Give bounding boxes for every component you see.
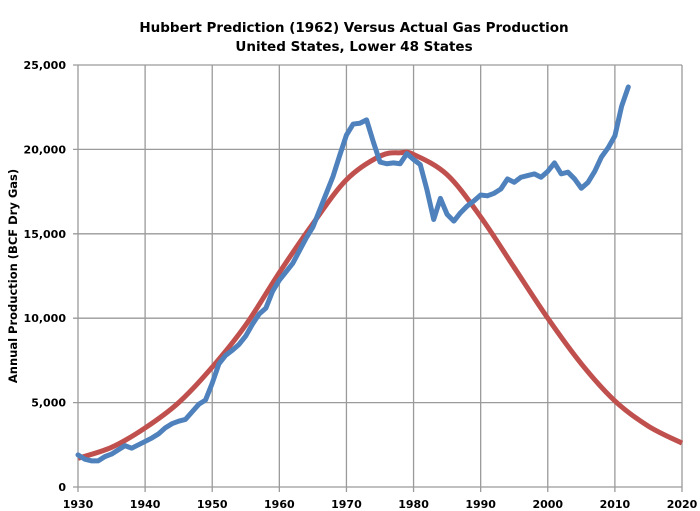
- series-line-hubbert-prediction: [77, 149, 684, 461]
- x-tick-label: 1990: [465, 498, 496, 511]
- series-line-actual-production: [75, 84, 631, 464]
- x-tick-label: 1960: [264, 498, 295, 511]
- y-axis-ticks: 0 5,000 10,000 15,000 20,000 25,000: [24, 59, 67, 494]
- x-tick-label: 1940: [130, 498, 161, 511]
- chart-title: Hubbert Prediction (1962) Versus Actual …: [139, 20, 568, 36]
- x-tick-label: 1950: [197, 498, 228, 511]
- y-tick-label: 0: [58, 481, 66, 494]
- chart-subtitle: United States, Lower 48 States: [235, 39, 472, 55]
- x-tick-label: 1930: [63, 498, 94, 511]
- series-group: [75, 84, 684, 464]
- x-tick-label: 1980: [398, 498, 429, 511]
- x-tick-label: 1970: [331, 498, 362, 511]
- y-axis-label: Annual Production (BCF Dry Gas): [6, 169, 20, 383]
- x-axis-ticks: 1930 1940 1950 1960 1970 1980 1990 2000 2010 2020: [63, 498, 698, 511]
- y-tick-label: 10,000: [24, 312, 67, 325]
- y-tick-label: 25,000: [24, 59, 67, 72]
- y-tick-label: 5,000: [31, 397, 66, 410]
- y-tick-label: 20,000: [24, 143, 67, 156]
- x-tick-label: 2010: [600, 498, 631, 511]
- y-tick-label: 15,000: [24, 228, 67, 241]
- x-tick-label: 2020: [667, 498, 698, 511]
- x-tick-label: 2000: [532, 498, 563, 511]
